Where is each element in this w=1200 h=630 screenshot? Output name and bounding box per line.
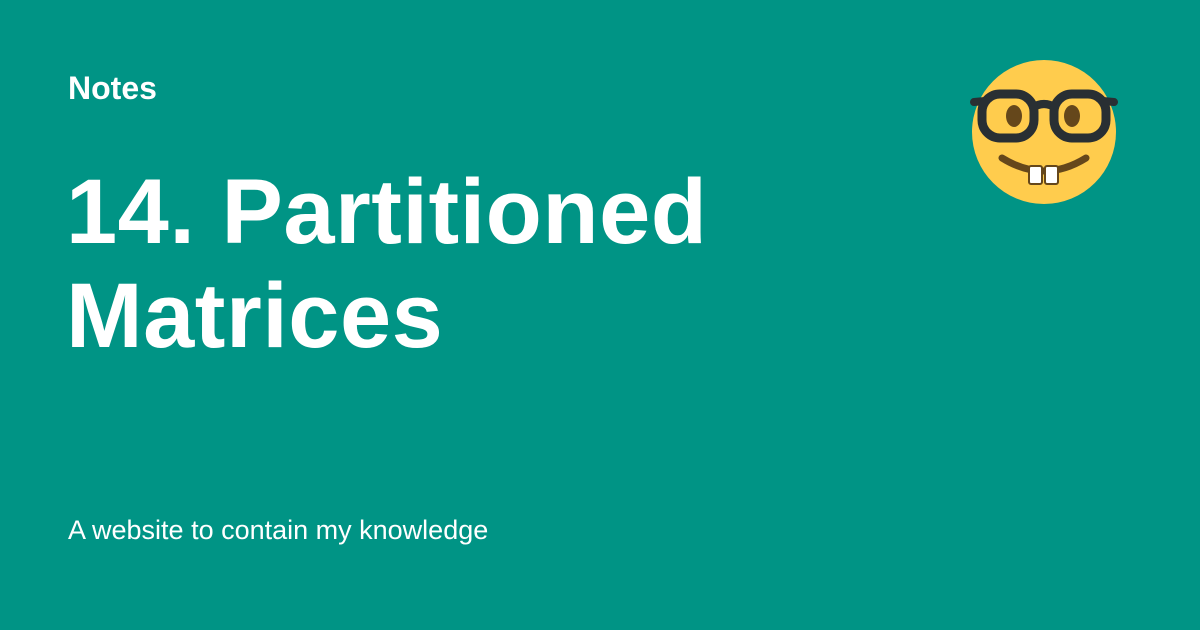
site-description: A website to contain my knowledge [68,515,489,545]
left-eye [1006,105,1022,127]
site-name: Notes [68,70,157,106]
right-tooth [1044,165,1059,185]
page-title: 14. Partitioned Matrices [66,161,708,367]
nerd-face-icon [970,60,1118,204]
right-eye [1064,105,1080,127]
left-tooth [1028,165,1043,185]
